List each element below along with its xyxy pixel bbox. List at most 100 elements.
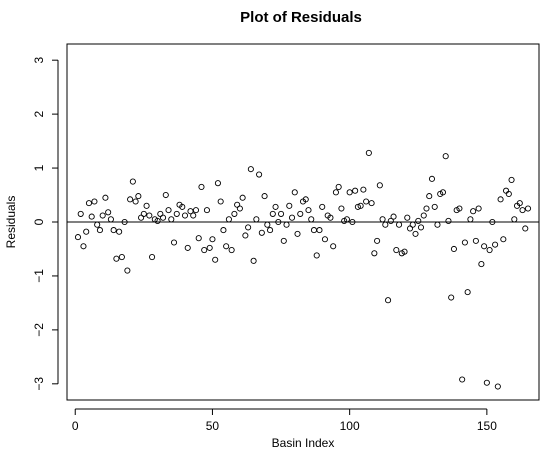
data-point <box>195 235 202 242</box>
data-point <box>149 254 156 261</box>
data-point <box>74 234 82 241</box>
data-point <box>426 193 433 200</box>
data-point <box>492 241 499 248</box>
data-point <box>242 232 249 239</box>
data-point <box>319 203 326 210</box>
data-point <box>379 216 386 223</box>
data-point <box>146 212 153 219</box>
data-point <box>179 203 186 210</box>
y-axis: −3 −2 −1 0 1 2 3 <box>32 57 59 391</box>
data-point <box>187 208 194 215</box>
data-point <box>360 186 367 193</box>
data-point <box>236 205 243 212</box>
data-point <box>431 203 438 210</box>
data-point <box>415 217 422 224</box>
data-point <box>102 194 109 201</box>
data-point <box>464 289 471 296</box>
data-point <box>214 180 221 187</box>
data-point <box>417 224 425 231</box>
data-point <box>261 193 268 200</box>
data-point <box>99 212 106 219</box>
y-tick-label: 0 <box>32 218 46 225</box>
data-point <box>264 221 271 228</box>
data-point <box>346 189 353 196</box>
data-point <box>170 239 178 246</box>
data-point <box>105 209 112 216</box>
data-point <box>225 216 232 223</box>
data-point <box>338 205 345 212</box>
data-point <box>297 210 304 217</box>
data-point <box>250 257 257 264</box>
data-point <box>256 171 263 178</box>
data-point <box>363 198 370 205</box>
data-point <box>116 228 123 235</box>
y-tick-label: −3 <box>32 377 46 391</box>
chart-title: Plot of Residuals <box>240 9 362 26</box>
data-point <box>483 379 490 386</box>
data-point <box>245 224 252 231</box>
data-point <box>165 207 172 214</box>
data-points <box>74 149 532 390</box>
data-point <box>459 376 466 383</box>
data-point <box>132 198 139 205</box>
data-point <box>283 221 290 228</box>
data-point <box>489 218 496 226</box>
y-tick-label: 3 <box>32 57 46 64</box>
data-point <box>343 216 350 223</box>
data-point <box>371 250 378 257</box>
data-point <box>143 202 150 209</box>
x-tick-label: 150 <box>477 419 497 433</box>
data-point <box>201 246 208 254</box>
data-point <box>162 191 169 199</box>
data-point <box>181 212 189 219</box>
data-point <box>497 196 504 203</box>
data-point <box>475 205 482 212</box>
data-point <box>192 207 200 214</box>
data-point <box>168 216 175 223</box>
data-point <box>127 196 134 203</box>
data-point <box>267 227 274 234</box>
data-point <box>467 216 474 223</box>
data-point <box>354 203 361 210</box>
data-point <box>524 205 532 212</box>
data-point <box>461 239 468 246</box>
y-axis-label: Residuals <box>4 196 18 249</box>
data-point <box>140 210 147 217</box>
data-point <box>434 221 441 228</box>
data-point <box>288 214 296 221</box>
data-point <box>500 236 507 243</box>
data-point <box>404 214 411 221</box>
data-point <box>118 254 125 261</box>
data-point <box>135 193 142 200</box>
data-point <box>470 208 477 215</box>
data-point <box>516 200 523 207</box>
data-point <box>209 236 216 243</box>
data-point <box>365 149 372 157</box>
data-point <box>231 210 238 217</box>
data-point <box>107 216 114 223</box>
data-point <box>272 203 279 210</box>
data-point <box>316 227 323 234</box>
data-point <box>88 213 95 220</box>
data-point <box>91 198 98 205</box>
data-point <box>374 237 381 244</box>
data-point <box>124 267 131 274</box>
y-tick-label: 2 <box>32 110 46 117</box>
x-tick-label: 50 <box>206 419 220 433</box>
data-point <box>212 256 219 263</box>
data-point <box>387 217 394 224</box>
data-point <box>198 183 205 190</box>
data-point <box>280 237 287 244</box>
data-point <box>357 202 364 209</box>
data-point <box>385 297 392 304</box>
data-point <box>206 244 213 251</box>
data-point <box>330 243 337 250</box>
data-point <box>80 243 87 250</box>
data-point <box>335 183 342 190</box>
data-point <box>121 218 128 226</box>
data-point <box>217 198 224 205</box>
y-tick-label: −1 <box>32 269 46 283</box>
data-point <box>511 216 518 223</box>
data-point <box>472 237 479 244</box>
data-point <box>368 200 375 207</box>
